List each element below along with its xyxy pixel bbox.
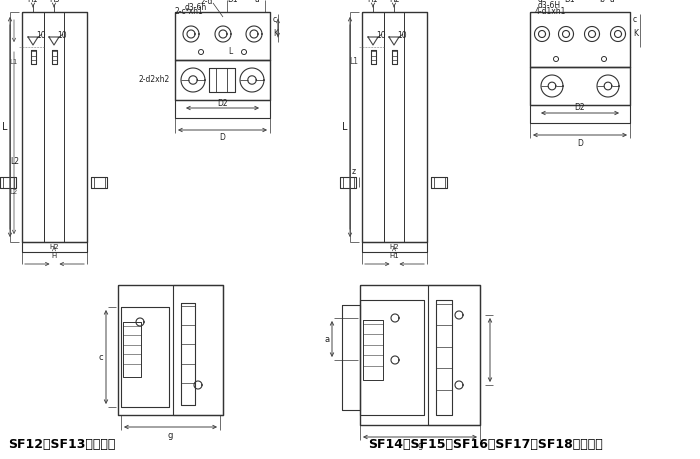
Text: b: b bbox=[600, 0, 604, 4]
Text: z: z bbox=[352, 168, 356, 177]
Text: 2-d: 2-d bbox=[201, 0, 213, 6]
Text: H2: H2 bbox=[390, 0, 400, 5]
Text: H1: H1 bbox=[368, 0, 378, 5]
Text: H2: H2 bbox=[389, 244, 399, 250]
Text: 10: 10 bbox=[397, 32, 407, 40]
Text: 10: 10 bbox=[376, 32, 386, 40]
Text: c: c bbox=[99, 353, 104, 362]
Text: a: a bbox=[324, 335, 330, 343]
Text: D1: D1 bbox=[228, 0, 238, 4]
Text: H2: H2 bbox=[49, 244, 59, 250]
Text: D2: D2 bbox=[575, 103, 585, 112]
Text: g: g bbox=[417, 441, 423, 449]
Text: 2-c¹xh1: 2-c¹xh1 bbox=[174, 7, 203, 17]
Text: 10: 10 bbox=[57, 32, 66, 40]
Text: K: K bbox=[633, 29, 638, 39]
Text: H3: H3 bbox=[50, 0, 60, 5]
Text: a: a bbox=[610, 0, 615, 4]
Text: SF14、SF15、SF16、SF17、SF18型平面图: SF14、SF15、SF16、SF17、SF18型平面图 bbox=[368, 438, 603, 452]
Text: c: c bbox=[273, 16, 277, 24]
Text: d: d bbox=[538, 0, 542, 4]
Text: 4-d1xh1: 4-d1xh1 bbox=[535, 6, 566, 16]
Text: 2-d2xh2: 2-d2xh2 bbox=[139, 75, 170, 84]
Text: H1: H1 bbox=[27, 0, 37, 5]
Text: L1: L1 bbox=[349, 57, 358, 67]
Text: g: g bbox=[168, 431, 173, 440]
Text: 10: 10 bbox=[36, 32, 46, 40]
Text: a: a bbox=[255, 0, 260, 4]
Text: L1: L1 bbox=[10, 59, 18, 65]
Text: L: L bbox=[2, 122, 8, 132]
Text: d3-6H: d3-6H bbox=[538, 0, 561, 10]
Text: D: D bbox=[220, 134, 225, 142]
Text: D2: D2 bbox=[217, 99, 228, 107]
Text: L: L bbox=[342, 122, 348, 132]
Text: L: L bbox=[228, 47, 232, 56]
Text: K: K bbox=[273, 29, 278, 39]
Text: D1: D1 bbox=[565, 0, 575, 4]
Text: H: H bbox=[51, 253, 57, 259]
Text: d3-6h: d3-6h bbox=[185, 2, 207, 11]
Text: L2: L2 bbox=[10, 189, 18, 195]
Text: D: D bbox=[577, 139, 583, 147]
Text: L2: L2 bbox=[10, 157, 19, 167]
Text: H1: H1 bbox=[389, 253, 399, 259]
Text: SF12、SF13型平面图: SF12、SF13型平面图 bbox=[8, 438, 116, 452]
Text: c: c bbox=[633, 16, 637, 24]
